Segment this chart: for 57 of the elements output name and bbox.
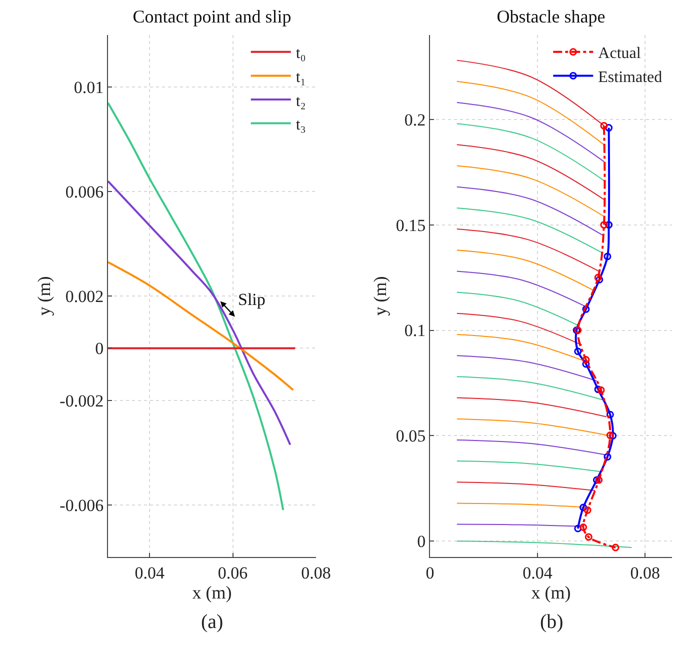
x-tick-label: 0.04 (522, 563, 553, 582)
text: (a) (201, 611, 224, 633)
point (600, 221, 608, 229)
point (580, 504, 588, 512)
y-tick-label: -0.006 (60, 496, 104, 515)
point (582, 360, 590, 368)
y-tick-label: 0.002 (65, 286, 104, 306)
point (592, 476, 600, 484)
y-tick-label: 0.15 (396, 216, 426, 235)
point (584, 506, 592, 514)
point (604, 252, 612, 260)
y-tick-label: 0 (95, 339, 104, 358)
point (604, 453, 612, 461)
point (606, 410, 614, 418)
text: (b) (540, 611, 564, 633)
line-series (108, 261, 294, 391)
point (580, 524, 588, 532)
point (582, 356, 590, 364)
annotation: Slip (238, 290, 266, 309)
point (574, 348, 582, 356)
line-series (108, 102, 284, 512)
chart-title: Obstacle shape (496, 6, 606, 26)
legend-label: t₀ (296, 45, 306, 62)
x-tick-label: 0.04 (134, 563, 165, 582)
y-tick-label: 0.2 (404, 110, 426, 130)
y-tick-label: 0.1 (404, 321, 426, 340)
y-tick-label: 0 (417, 532, 426, 552)
legend-label: t₁ (296, 68, 306, 86)
point (597, 386, 605, 394)
y-tick-label: -0.002 (60, 391, 104, 410)
point (606, 432, 614, 440)
line-series (108, 180, 292, 446)
y-tick-label: 0.05 (396, 426, 426, 446)
point (612, 544, 620, 552)
point (594, 386, 602, 394)
x-tick-label: 0.06 (218, 563, 248, 582)
y-tick-label: 0.006 (65, 182, 104, 202)
point (605, 221, 613, 229)
y-tick-label: 0.01 (74, 78, 104, 98)
point (600, 122, 608, 130)
y-axis-title: y (m) (370, 276, 390, 316)
x-axis-title: x (m) (192, 582, 232, 602)
legend-label: Estimated (598, 68, 662, 86)
point (605, 124, 613, 132)
point (584, 533, 592, 541)
point (582, 305, 590, 313)
chart-title: Contact point and slip (132, 6, 292, 26)
point (609, 432, 617, 440)
legend-label: t₂ (296, 92, 306, 110)
legend-label: t₃ (296, 116, 306, 134)
legend-label: Actual (598, 45, 642, 62)
point (574, 524, 582, 532)
y-axis-title: y (m) (34, 276, 54, 316)
x-tick-label: 0.08 (301, 563, 331, 582)
x-tick-label: 0.08 (630, 563, 660, 582)
point (595, 476, 603, 484)
x-axis-title: x (m) (531, 582, 571, 602)
